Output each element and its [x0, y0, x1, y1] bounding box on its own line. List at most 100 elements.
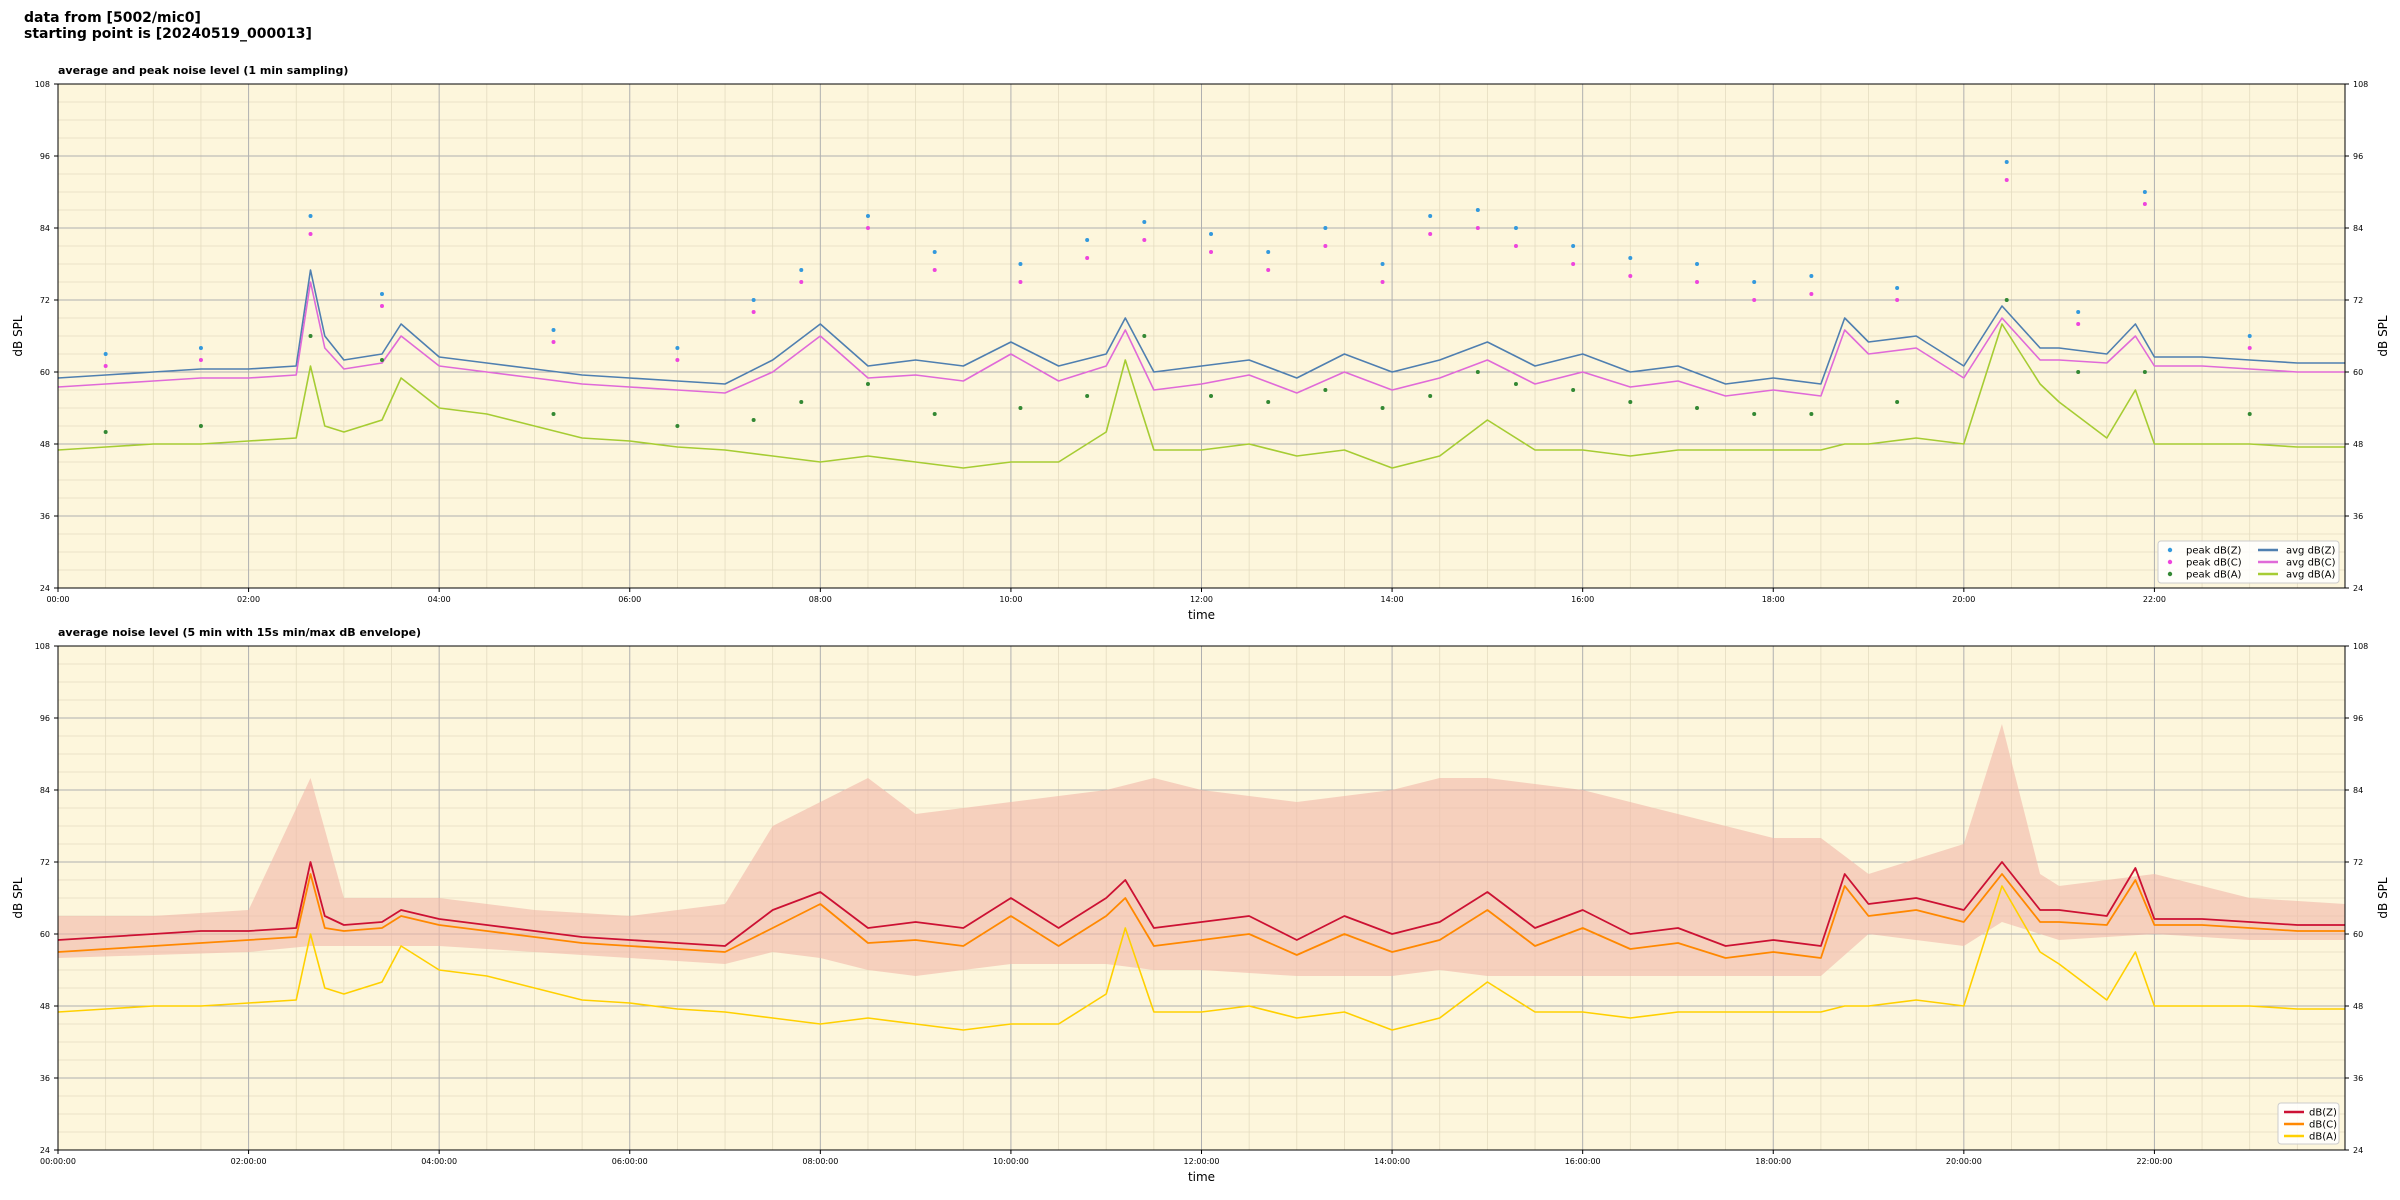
y-tick-label: 60 — [40, 930, 50, 939]
y-tick-label-right: 24 — [2353, 1146, 2363, 1155]
point-peak-db-a — [675, 424, 680, 428]
x-tick-label: 04:00 — [428, 595, 451, 604]
y-tick-label-right: 36 — [2353, 1074, 2363, 1083]
point-peak-db-c — [1475, 226, 1480, 230]
point-peak-db-z — [1323, 226, 1328, 230]
point-peak-db-a — [1266, 400, 1271, 404]
y-tick-label: 108 — [35, 642, 50, 651]
y-axis-label: dB SPL — [11, 877, 25, 919]
point-peak-db-c — [1628, 274, 1633, 278]
point-peak-db-c — [379, 304, 384, 308]
point-peak-db-z — [1809, 274, 1814, 278]
point-peak-db-z — [379, 292, 384, 296]
y-tick-label: 96 — [40, 152, 50, 161]
x-tick-label: 20:00:00 — [1946, 1157, 1982, 1166]
point-peak-db-z — [2247, 334, 2252, 338]
point-peak-db-z — [2004, 160, 2009, 164]
x-tick-label: 10:00:00 — [993, 1157, 1029, 1166]
legend: peak dB(Z)peak dB(C)peak dB(A)avg dB(Z)a… — [2157, 540, 2340, 584]
point-peak-db-a — [1142, 334, 1147, 338]
x-tick-label: 16:00:00 — [1565, 1157, 1601, 1166]
point-peak-db-c — [1513, 244, 1518, 248]
x-tick-label: 12:00 — [1190, 595, 1213, 604]
point-peak-db-c — [1085, 256, 1090, 260]
legend-box — [2157, 540, 2340, 584]
legend-label-db-c: dB(C) — [2309, 1120, 2337, 1131]
point-peak-db-c — [308, 232, 313, 236]
point-peak-db-c — [751, 310, 756, 314]
point-peak-db-a — [932, 412, 937, 416]
point-peak-db-c — [1752, 298, 1757, 302]
point-peak-db-a — [799, 400, 804, 404]
x-tick-label: 00:00:00 — [40, 1157, 76, 1166]
chart-title: average noise level (5 min with 15s min/… — [58, 626, 421, 639]
header-source: data from [5002/mic0] — [24, 10, 201, 26]
line-db-z — [57, 861, 2345, 947]
point-peak-db-a — [1018, 406, 1023, 410]
x-tick-label: 02:00:00 — [231, 1157, 267, 1166]
x-tick-label: 08:00:00 — [802, 1157, 838, 1166]
legend-label-avg-db-c: avg dB(C) — [2286, 558, 2336, 569]
y-tick-label: 36 — [40, 512, 50, 521]
point-peak-db-z — [1571, 244, 1576, 248]
point-peak-db-a — [379, 358, 384, 362]
chart-panel-1: 24 24 36 36 48 48 60 60 72 72 84 84 96 96 108 108 00:00 0… — [11, 64, 2390, 622]
y-tick-label-right: 96 — [2353, 714, 2363, 723]
y-tick-label-right: 60 — [2353, 930, 2363, 939]
point-peak-db-a — [751, 418, 756, 422]
y-tick-label: 84 — [40, 224, 50, 233]
point-peak-db-a — [1571, 388, 1576, 392]
x-tick-label: 00:00 — [46, 595, 69, 604]
point-peak-db-c — [1809, 292, 1814, 296]
point-peak-db-a — [1209, 394, 1214, 398]
y-tick-label: 96 — [40, 714, 50, 723]
x-tick-label: 02:00 — [237, 595, 260, 604]
point-peak-db-z — [1380, 262, 1385, 266]
point-peak-db-a — [1475, 370, 1480, 374]
point-peak-db-c — [1695, 280, 1700, 284]
point-peak-db-z — [1895, 286, 1900, 290]
x-tick-label: 14:00 — [1381, 595, 1404, 604]
y-tick-label: 60 — [40, 368, 50, 377]
point-peak-db-z — [1475, 208, 1480, 212]
point-peak-db-c — [1142, 238, 1147, 242]
y-tick-label: 48 — [40, 440, 50, 449]
point-peak-db-a — [1428, 394, 1433, 398]
point-peak-db-a — [2247, 412, 2252, 416]
point-peak-db-z — [1266, 250, 1271, 254]
legend-label-avg-db-z: avg dB(Z) — [2286, 546, 2336, 557]
point-peak-db-a — [1085, 394, 1090, 398]
point-peak-db-a — [2142, 370, 2147, 374]
line-avg-db-c — [57, 281, 2345, 397]
point-peak-db-c — [2247, 346, 2252, 350]
point-peak-db-z — [1018, 262, 1023, 266]
line-avg-db-a — [57, 323, 2345, 469]
y-tick-label-right: 48 — [2353, 440, 2363, 449]
x-axis-label: time — [1188, 608, 1215, 622]
legend-marker-peak-db-a — [2167, 571, 2173, 577]
y-tick-label: 72 — [40, 858, 50, 867]
point-peak-db-z — [675, 346, 680, 350]
point-peak-db-a — [198, 424, 203, 428]
point-peak-db-c — [2076, 322, 2081, 326]
point-peak-db-z — [1628, 256, 1633, 260]
y-tick-label-right: 72 — [2353, 858, 2363, 867]
point-peak-db-a — [1695, 406, 1700, 410]
point-peak-db-z — [198, 346, 203, 350]
point-peak-db-a — [1895, 400, 1900, 404]
x-tick-label: 16:00 — [1571, 595, 1594, 604]
legend-label-db-a: dB(A) — [2309, 1132, 2337, 1143]
y-tick-label: 72 — [40, 296, 50, 305]
y-tick-label-right: 84 — [2353, 224, 2363, 233]
point-peak-db-z — [2076, 310, 2081, 314]
y-tick-label-right: 96 — [2353, 152, 2363, 161]
point-peak-db-c — [2142, 202, 2147, 206]
point-peak-db-z — [1513, 226, 1518, 230]
point-peak-db-a — [1323, 388, 1328, 392]
y-axis-label-right: dB SPL — [2376, 315, 2390, 357]
x-tick-label: 10:00 — [999, 595, 1022, 604]
point-peak-db-c — [1018, 280, 1023, 284]
y-axis-label-right: dB SPL — [2376, 877, 2390, 919]
y-tick-label: 108 — [35, 80, 50, 89]
